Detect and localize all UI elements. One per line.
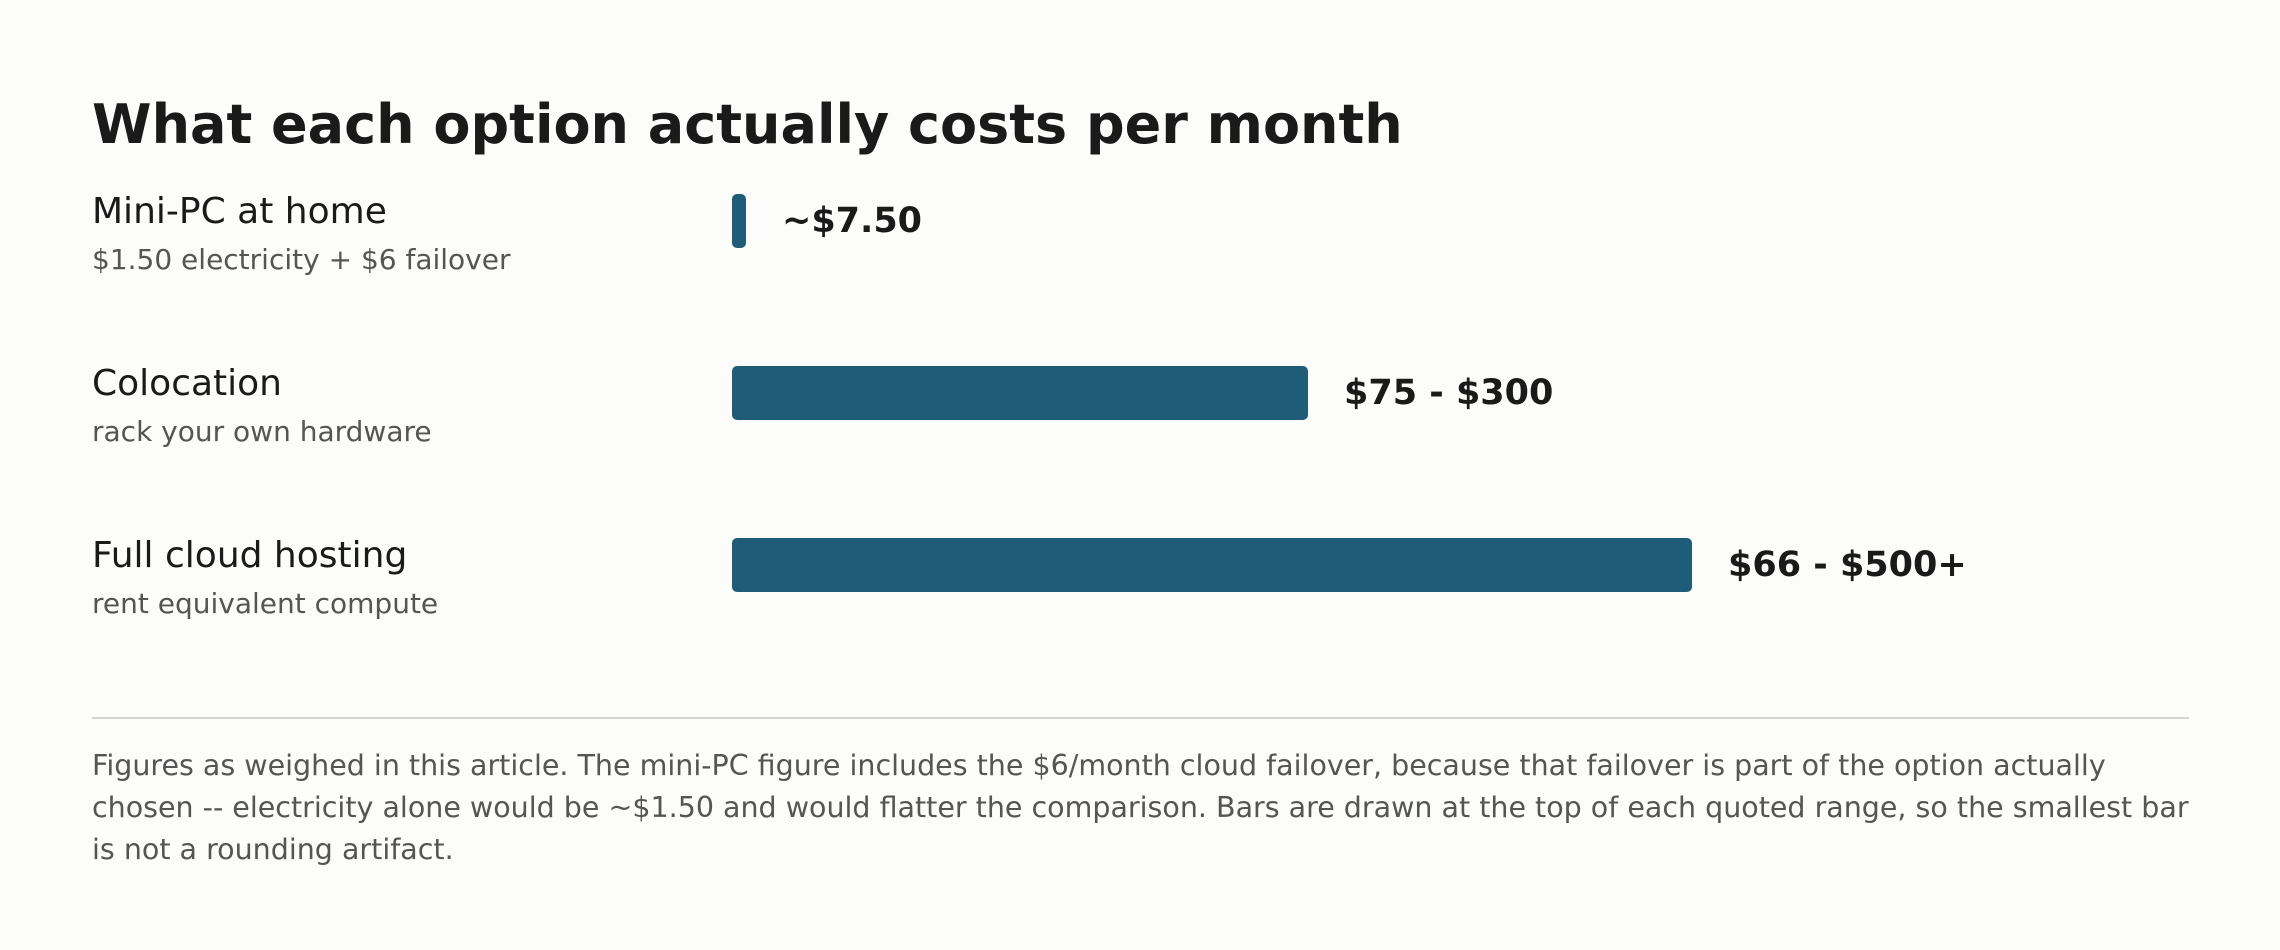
bar-row: Full cloud hosting rent equivalent comput… bbox=[0, 534, 2280, 644]
category-sublabel: rent equivalent compute bbox=[92, 587, 439, 620]
bar bbox=[732, 366, 1308, 420]
bar bbox=[732, 538, 1692, 592]
category-label: Full cloud hosting bbox=[92, 535, 408, 576]
bar-row: Colocation rack your own hardware $75 - $3… bbox=[0, 362, 2280, 472]
bar-value-label: $66 - $500+ bbox=[1728, 545, 1967, 585]
divider bbox=[92, 717, 2189, 719]
bar-value-label: ~$7.50 bbox=[782, 201, 923, 241]
bar-row: Mini-PC at home $1.50 electricity + $6 fa… bbox=[0, 190, 2280, 300]
chart-title: What each option actually costs per mont… bbox=[92, 93, 1403, 156]
bar-value-label: $75 - $300 bbox=[1344, 373, 1554, 413]
category-sublabel: rack your own hardware bbox=[92, 415, 432, 448]
footnote: Figures as weighed in this article. The … bbox=[92, 749, 2189, 866]
category-label: Mini-PC at home bbox=[92, 191, 387, 232]
bar bbox=[732, 194, 746, 248]
category-label: Colocation bbox=[92, 363, 283, 404]
category-sublabel: $1.50 electricity + $6 failover bbox=[92, 243, 511, 276]
